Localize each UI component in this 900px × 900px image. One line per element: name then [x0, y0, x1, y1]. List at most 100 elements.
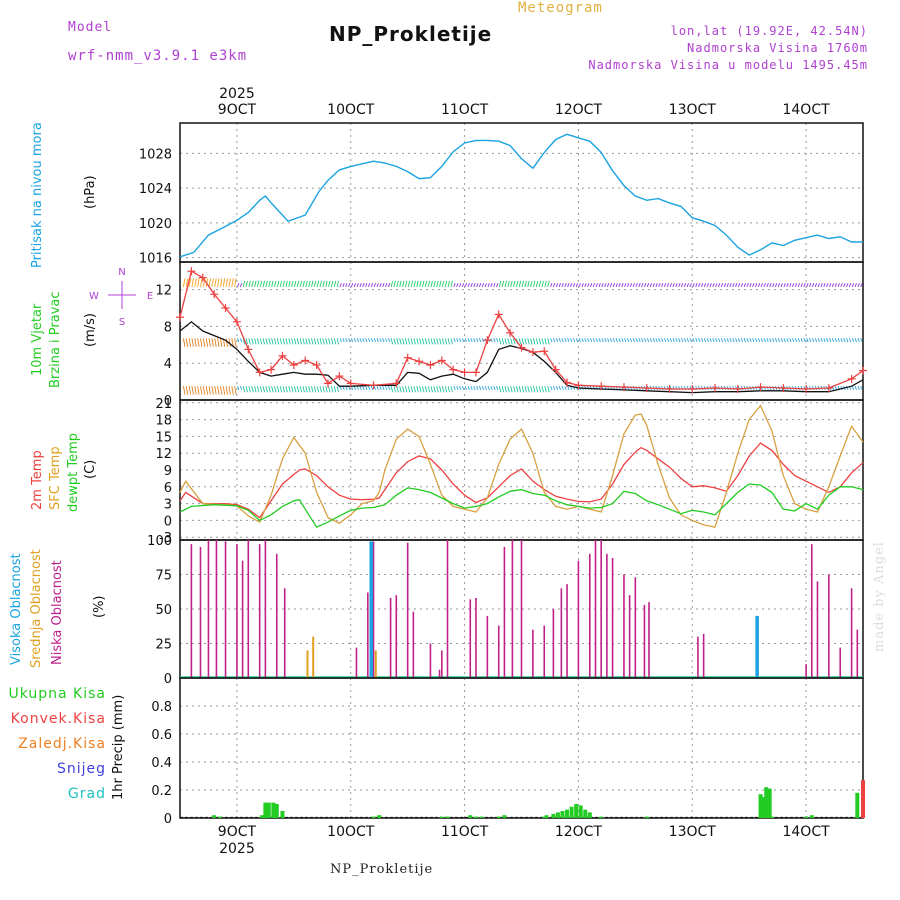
wind-barb — [498, 386, 502, 393]
cloud-bar — [543, 625, 546, 678]
wind-barb — [749, 338, 752, 343]
wind-barb — [607, 338, 610, 343]
wind-barb — [780, 283, 783, 288]
wind-barb — [390, 280, 394, 287]
wind-barb — [504, 386, 507, 393]
wind-barb — [202, 386, 206, 395]
precip-ytick-label: 0.8 — [151, 700, 172, 715]
wind-barb — [302, 280, 305, 287]
wind-barb — [373, 386, 377, 390]
wind-barb — [202, 338, 206, 347]
wind-barb — [322, 280, 325, 287]
wind-barb — [857, 338, 860, 343]
wind-barb — [336, 280, 340, 287]
wind-barb — [592, 283, 596, 288]
wind-barb — [476, 338, 479, 343]
wind-barb — [399, 338, 402, 345]
precip-bar — [804, 816, 809, 818]
wind-barb — [501, 338, 505, 345]
wind-barb — [709, 283, 712, 288]
wind-barb — [589, 338, 593, 343]
wind-barb — [766, 283, 769, 288]
wind-barb — [550, 386, 553, 390]
wind-barb — [535, 386, 539, 393]
wind-barb — [439, 338, 442, 345]
wind-barb — [737, 338, 741, 343]
wind-barb — [612, 283, 616, 288]
wind-barb — [501, 386, 505, 393]
wind-barb — [239, 386, 243, 390]
wind-barb — [851, 386, 855, 390]
wind-barb — [279, 338, 283, 345]
wind-barb — [823, 338, 826, 343]
wind-barb — [601, 338, 604, 343]
wind-barb — [282, 386, 285, 393]
wind-barb — [205, 338, 209, 347]
wind-barb — [464, 386, 468, 390]
wind-barb — [444, 338, 448, 345]
wind-barb — [254, 386, 257, 393]
wind-barb — [490, 283, 493, 288]
wind-barb — [430, 280, 433, 287]
wind-barb — [387, 283, 391, 288]
wind-barb — [382, 386, 385, 390]
wind-barb — [237, 386, 240, 390]
wind-barb — [262, 338, 266, 345]
wind-barb — [302, 338, 305, 345]
wind-barb — [547, 280, 550, 287]
wind-barb — [370, 338, 374, 343]
wind-barb — [211, 278, 214, 287]
wind-barb — [359, 386, 362, 390]
wind-barb — [746, 283, 749, 288]
wind-barb — [735, 338, 738, 343]
wind-barb — [453, 283, 456, 288]
wind-barb — [658, 283, 661, 288]
wind-barb — [279, 386, 283, 393]
wind-barb — [333, 386, 337, 393]
wind-barb — [265, 280, 268, 287]
temperature-ytick-label: 12 — [155, 447, 172, 462]
wind-barb — [584, 283, 587, 288]
cloud-bar — [697, 636, 699, 678]
chart-type-label: Meteogram — [518, 0, 603, 16]
wind-barb — [558, 283, 561, 288]
wind-barb — [772, 338, 775, 343]
wind-barb — [362, 283, 365, 288]
cloud-bar — [628, 595, 631, 678]
cloud-bar — [503, 546, 506, 678]
wind-barb — [450, 338, 453, 345]
wind-barb — [615, 283, 618, 288]
wind-barb — [427, 386, 431, 393]
precip-bar — [479, 816, 484, 818]
wind-barb — [538, 386, 542, 393]
wind-barb — [766, 338, 769, 343]
wind-barb — [732, 338, 735, 343]
wind-barb — [700, 338, 704, 343]
wind-barb — [683, 338, 687, 343]
wind-barb — [661, 338, 664, 343]
wind-barb — [456, 386, 459, 390]
wind-barb — [530, 386, 533, 393]
wind-barb — [575, 283, 579, 288]
cloud-bar — [406, 542, 409, 678]
wind-barb — [578, 283, 581, 288]
wind-barb — [393, 386, 396, 393]
cloud-bar — [312, 636, 315, 678]
wind-barb — [436, 338, 439, 345]
wind-barb — [239, 338, 243, 343]
wind-barb — [285, 280, 288, 287]
wind-barb — [692, 338, 695, 343]
wind-barb — [299, 386, 303, 393]
cloud-bar — [372, 541, 375, 678]
wind-barb — [507, 280, 510, 287]
wind-barb — [225, 338, 229, 347]
x-tick-top: 10OCT — [327, 102, 375, 118]
wind-barb — [621, 338, 624, 343]
wind-barb — [726, 283, 729, 288]
precip-bar — [274, 804, 279, 818]
wind-barb — [444, 280, 448, 287]
x-tick-bottom: 10OCT — [327, 824, 375, 840]
wind-barb — [424, 386, 428, 393]
x-tick-top: 11OCT — [441, 102, 489, 118]
wind-barb — [700, 283, 704, 288]
